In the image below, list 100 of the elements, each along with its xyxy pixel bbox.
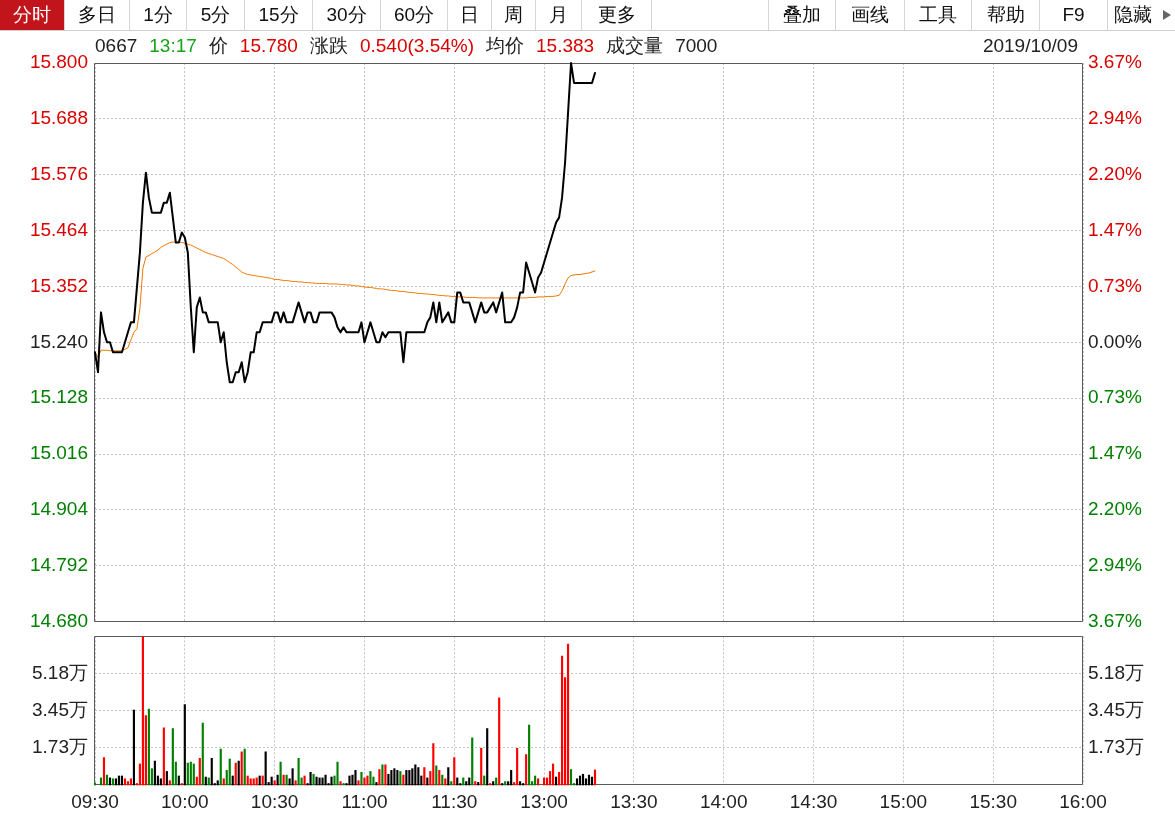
text: 2019/10/09: [982, 35, 1078, 56]
bar: [560, 655, 564, 786]
bar: [186, 762, 189, 786]
bar: [414, 764, 417, 786]
bar: [480, 747, 483, 786]
x-tick-label: 15:30: [969, 790, 1017, 812]
bar: [297, 758, 300, 786]
bar: [336, 761, 339, 786]
bar: [318, 777, 321, 786]
x-tick-label: 15:00: [879, 790, 928, 812]
bar: [294, 780, 297, 786]
bar: [171, 728, 174, 786]
bar: [516, 747, 519, 786]
bar: [168, 780, 171, 786]
bar: [363, 777, 366, 786]
tab: 60分: [381, 0, 448, 30]
tab: 分时: [0, 0, 65, 30]
x-tick-label: 10:30: [250, 790, 299, 812]
bar: [147, 708, 150, 786]
bar: [378, 769, 381, 786]
bar: [438, 770, 441, 786]
bar: [201, 722, 204, 786]
text: 15.383: [536, 34, 595, 58]
bar: [129, 778, 133, 786]
bar: [366, 775, 369, 786]
bar: [569, 769, 573, 786]
bar: [444, 778, 447, 786]
bar: [273, 780, 276, 786]
tab: 多日: [65, 0, 130, 30]
bar: [486, 728, 489, 786]
bar: [141, 636, 144, 786]
text: 隐藏: [1114, 4, 1152, 25]
bar: [447, 767, 450, 786]
bar: [411, 768, 414, 786]
bar: [162, 727, 165, 786]
y-tick-label: 15.800: [29, 51, 88, 73]
tab: 叠加: [768, 0, 836, 30]
bar: [351, 774, 354, 786]
bar: [432, 743, 435, 786]
bar: [510, 770, 513, 786]
text: 15.780: [239, 34, 298, 58]
bar: [566, 643, 570, 786]
tab: F9: [1040, 0, 1108, 30]
tab: 1分: [130, 0, 187, 30]
bar: [102, 757, 106, 786]
y-tick-label: 5.18万: [32, 661, 88, 683]
y2-tick-label: 1.47%: [1088, 442, 1142, 464]
tab: 工具: [905, 0, 972, 30]
bar: [471, 737, 474, 786]
y-tick-label: 14.680: [29, 609, 88, 631]
bar: [423, 767, 426, 786]
bar: [584, 778, 588, 786]
y2-tick-label: 3.67%: [1088, 51, 1142, 73]
x-tick-label: 14:30: [789, 790, 838, 812]
x-tick-label: 11:00: [341, 790, 388, 812]
bar: [228, 758, 231, 786]
y-tick-label: 15.576: [29, 162, 88, 184]
bar: [525, 754, 528, 786]
tab: 月: [536, 0, 582, 30]
bar: [528, 724, 531, 786]
y2-tick-label: 2.20%: [1088, 497, 1142, 519]
text: 0667: [95, 34, 138, 58]
text: 7000: [675, 34, 718, 58]
x-tick-label: 14:00: [699, 790, 748, 812]
bar: [453, 757, 456, 786]
y-tick-label: 14.792: [29, 553, 88, 575]
y2-tick-label: 3.45万: [1088, 698, 1144, 720]
y-tick-label: 15.464: [29, 218, 89, 240]
tab: 30分: [313, 0, 381, 30]
y-tick-label: 15.688: [29, 107, 88, 129]
y2-tick-label: 1.73万: [1088, 736, 1144, 758]
text: 0.540(3.54%): [359, 34, 475, 58]
tab: 周: [492, 0, 536, 30]
bar: [210, 758, 213, 786]
y2-tick-label: 2.94%: [1088, 554, 1142, 576]
bar: [219, 748, 222, 786]
y2-tick-label: 0.73%: [1088, 386, 1142, 408]
tab: 帮助: [972, 0, 1040, 30]
x-tick-label: 13:30: [610, 790, 658, 812]
bar: [198, 758, 201, 786]
tab: 5分: [187, 0, 245, 30]
y2-tick-label: 1.47%: [1088, 218, 1142, 240]
y-tick-label: 15.016: [29, 442, 88, 464]
bar: [405, 770, 408, 786]
bar: [393, 768, 396, 786]
tab: 15分: [245, 0, 313, 30]
x-tick-label: 10:00: [161, 790, 209, 812]
bar: [375, 782, 378, 786]
bar: [357, 780, 360, 786]
y2-tick-label: 3.67%: [1088, 609, 1142, 631]
x-tick-label: 09:30: [71, 790, 119, 812]
x-tick-label: 16:00: [1059, 790, 1107, 812]
bar: [354, 770, 357, 786]
bar: [348, 775, 351, 786]
tab: 画线: [836, 0, 905, 30]
text: 价: [208, 34, 228, 58]
y-tick-label: 15.240: [29, 330, 88, 352]
bar: [498, 697, 501, 786]
y2-tick-label: 0.00%: [1088, 330, 1142, 352]
bar: [132, 709, 135, 786]
